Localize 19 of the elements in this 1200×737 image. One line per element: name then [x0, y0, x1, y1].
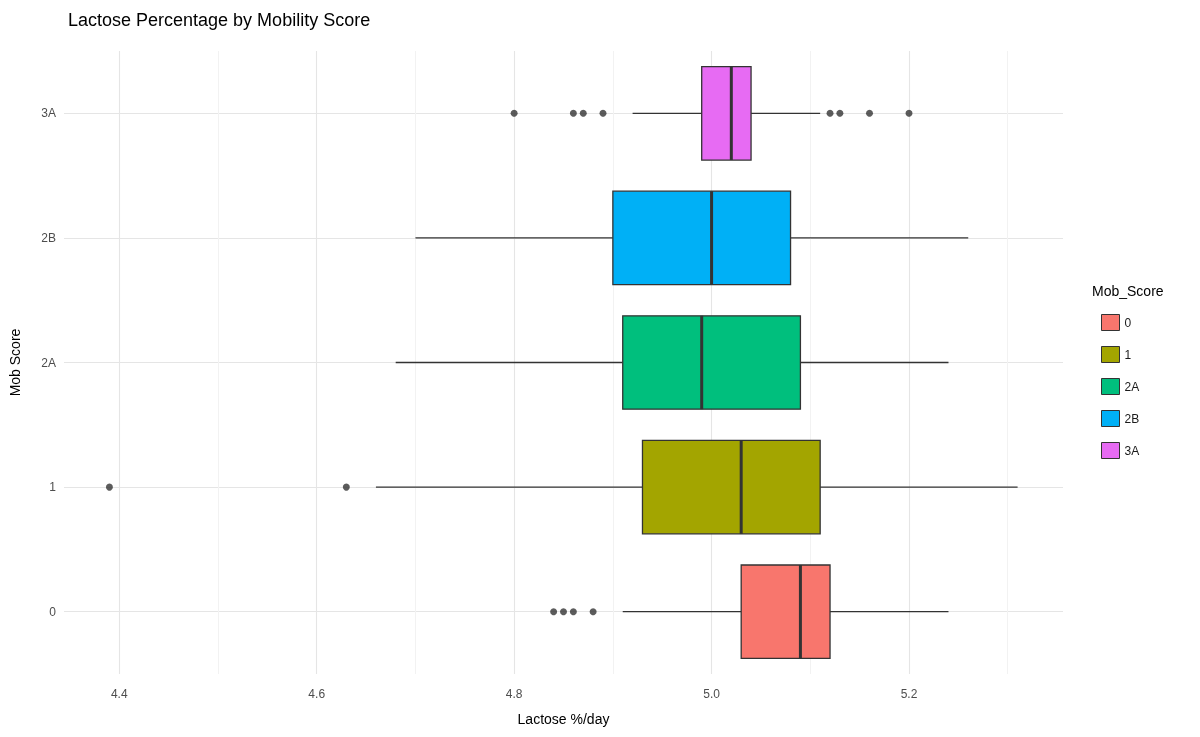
- y-axis-title: Mob Score: [7, 328, 23, 397]
- legend-title: Mob_Score: [1092, 283, 1164, 299]
- legend-label: 2B: [1124, 411, 1140, 426]
- chart-title: Lactose Percentage by Mobility Score: [68, 10, 371, 30]
- y-tick-label: 3A: [41, 106, 56, 121]
- x-tick-label: 4.6: [308, 687, 326, 701]
- legend-label: 0: [1124, 315, 1132, 330]
- legend-label: 1: [1124, 347, 1132, 362]
- legend-label: 2A: [1124, 379, 1140, 394]
- x-tick-label: 5.2: [900, 687, 918, 701]
- y-tick-label: 2B: [41, 230, 56, 245]
- legend-label: 3A: [1124, 443, 1140, 458]
- x-tick-label: 4.8: [505, 687, 523, 701]
- y-tick-label: 1: [49, 480, 57, 495]
- y-tick-label: 0: [49, 604, 57, 619]
- y-tick-label: 2A: [41, 355, 56, 370]
- x-axis-title: Lactose %/day: [517, 711, 610, 727]
- x-tick-label: 5.0: [703, 687, 721, 701]
- x-tick-label: 4.4: [110, 687, 128, 701]
